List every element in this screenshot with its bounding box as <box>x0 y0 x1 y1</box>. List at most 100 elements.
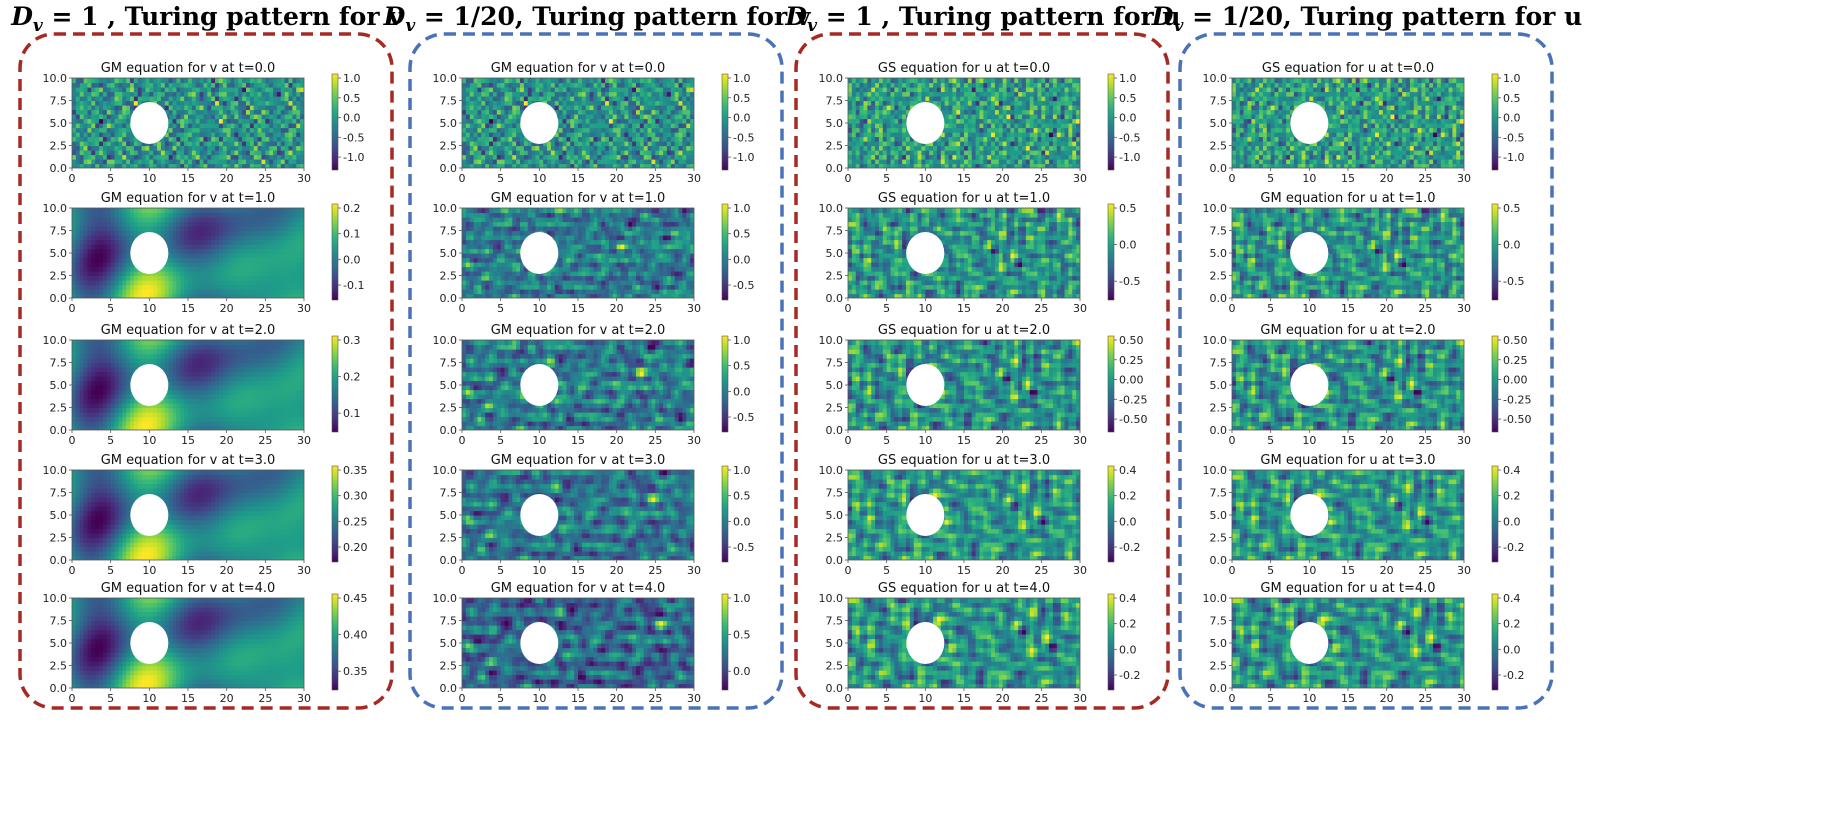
heatmap-cell <box>180 284 185 290</box>
heatmap-cell <box>137 91 143 97</box>
heatmap-cell <box>130 239 135 245</box>
heatmap-cell <box>118 506 123 512</box>
heatmap-cell <box>164 275 170 281</box>
heatmap-cell <box>300 217 304 223</box>
heatmap-cell <box>215 533 220 539</box>
heatmap-cell <box>218 376 224 382</box>
heatmap-cell <box>130 416 135 422</box>
heatmap-cell <box>234 340 239 346</box>
heatmap-cell <box>99 398 104 404</box>
heatmap-cell <box>273 551 278 557</box>
heatmap-cell <box>188 244 193 250</box>
heatmap-cell <box>284 367 290 373</box>
heatmap-cell <box>253 425 259 430</box>
heatmap-cell <box>180 293 185 298</box>
heatmap-cell <box>79 230 85 236</box>
heatmap-cell <box>160 105 166 111</box>
heatmap-cell <box>265 150 270 156</box>
heatmap-cell <box>249 362 255 368</box>
heatmap-cell <box>72 501 77 507</box>
heatmap-cell <box>176 416 181 422</box>
heatmap-cell <box>106 96 112 102</box>
heatmap-cell <box>199 483 205 489</box>
heatmap-cell <box>218 118 224 124</box>
heatmap-cell <box>296 349 301 355</box>
heatmap-cell <box>269 385 274 391</box>
heatmap-cell <box>122 253 127 259</box>
heatmap-cell <box>122 226 127 232</box>
heatmap-cell <box>87 488 92 494</box>
heatmap-cell <box>269 82 274 88</box>
heatmap-cell <box>176 244 181 250</box>
heatmap-cell <box>288 497 293 503</box>
heatmap-cell <box>218 271 224 277</box>
heatmap-cell <box>261 248 266 254</box>
heatmap-cell <box>242 470 247 476</box>
heatmap-cell <box>168 474 174 480</box>
heatmap-cell <box>195 371 201 377</box>
heatmap-cell <box>75 262 81 268</box>
heatmap-cell <box>242 362 247 368</box>
heatmap-cell <box>87 349 92 355</box>
heatmap-cell <box>191 362 197 368</box>
heatmap-cell <box>99 136 104 142</box>
heatmap-cell <box>207 416 212 422</box>
heatmap-cell <box>226 425 232 430</box>
heatmap-cell <box>261 394 266 400</box>
heatmap-cell <box>238 349 243 355</box>
heatmap-cell <box>145 226 150 232</box>
heatmap-cell <box>246 385 251 391</box>
heatmap-cell <box>246 239 251 245</box>
heatmap-cell <box>83 253 89 259</box>
heatmap-cell <box>203 515 208 521</box>
heatmap-cell <box>99 262 104 268</box>
heatmap-cell <box>191 492 197 498</box>
heatmap-cell <box>176 123 181 129</box>
heatmap-cell <box>230 376 235 382</box>
heatmap-cell <box>157 542 162 548</box>
heatmap-cell <box>300 123 304 129</box>
heatmap-cell <box>145 407 150 413</box>
heatmap-cell <box>276 118 282 124</box>
heatmap-cell <box>79 78 85 84</box>
heatmap-cell <box>199 212 205 218</box>
heatmap-cell <box>288 82 293 88</box>
heatmap-cell <box>91 127 96 133</box>
heatmap-cell <box>91 515 96 521</box>
heatmap-cell <box>246 474 251 480</box>
heatmap-cell <box>172 403 177 409</box>
heatmap-cell <box>160 280 166 286</box>
heatmap-cell <box>180 136 185 142</box>
heatmap-cell <box>280 82 286 88</box>
heatmap-cell <box>91 519 96 525</box>
heatmap-cell <box>288 421 293 427</box>
heatmap-cell <box>203 421 208 427</box>
heatmap-cell <box>172 479 177 485</box>
heatmap-cell <box>102 421 108 427</box>
heatmap-cell <box>79 515 85 521</box>
heatmap-cell <box>72 515 77 521</box>
heatmap-cell <box>168 289 174 295</box>
heatmap-cell <box>106 358 112 364</box>
heatmap-cell <box>91 271 96 277</box>
heatmap-cell <box>249 253 255 259</box>
heatmap-cell <box>246 235 251 241</box>
heatmap-cell <box>106 376 112 382</box>
heatmap-cell <box>300 78 304 84</box>
heatmap-cell <box>191 537 197 543</box>
heatmap-cell <box>218 407 224 413</box>
heatmap-cell <box>102 105 108 111</box>
heatmap-cell <box>157 150 162 156</box>
heatmap-cell <box>145 154 150 160</box>
heatmap-cell <box>234 163 239 168</box>
heatmap-cell <box>269 510 274 516</box>
heatmap-cell <box>257 212 263 218</box>
heatmap-cell <box>242 127 247 133</box>
heatmap-cell <box>253 474 259 480</box>
heatmap-cell <box>149 546 154 552</box>
heatmap-cell <box>191 394 197 400</box>
heatmap-cell <box>288 555 293 560</box>
heatmap-cell <box>75 533 81 539</box>
heatmap-cell <box>106 546 112 552</box>
heatmap-cell <box>168 501 174 507</box>
